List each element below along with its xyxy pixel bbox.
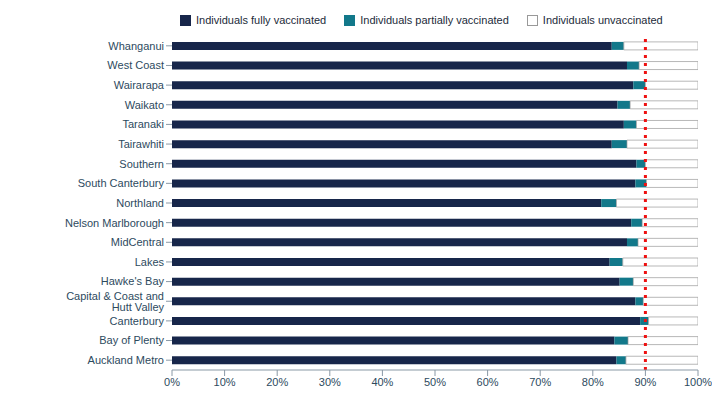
svg-text:South Canterbury: South Canterbury <box>78 177 165 189</box>
svg-text:Bay of Plenty: Bay of Plenty <box>99 334 164 346</box>
svg-text:50%: 50% <box>424 376 446 388</box>
svg-text:Northland: Northland <box>116 197 164 209</box>
svg-text:Hawke's Bay: Hawke's Bay <box>101 275 165 287</box>
html-text:Individuals unvaccinated: Individuals unvaccinated <box>542 14 663 26</box>
svg-text:Taranaki: Taranaki <box>122 118 164 130</box>
svg-text:Canterbury: Canterbury <box>110 315 165 327</box>
svg-text:West Coast: West Coast <box>107 59 164 71</box>
svg-text:60%: 60% <box>477 376 499 388</box>
svg-text:10%: 10% <box>214 376 236 388</box>
svg-text:80%: 80% <box>582 376 604 388</box>
svg-text:100%: 100% <box>684 376 712 388</box>
svg-text:30%: 30% <box>319 376 341 388</box>
svg-text:Southern: Southern <box>119 158 164 170</box>
svg-text:Nelson Marlborough: Nelson Marlborough <box>65 217 164 229</box>
svg-text:40%: 40% <box>371 376 393 388</box>
svg-text:Waikato: Waikato <box>125 99 164 111</box>
svg-text:MidCentral: MidCentral <box>111 236 164 248</box>
svg-text:Lakes: Lakes <box>135 256 165 268</box>
html-text:Individuals partially vaccinat: Individuals partially vaccinated <box>360 14 509 26</box>
html-text:Individuals fully vaccinated: Individuals fully vaccinated <box>196 14 327 26</box>
svg-text:70%: 70% <box>529 376 551 388</box>
svg-text:Capital & Coast andHutt Valley: Capital & Coast andHutt Valley <box>66 290 164 313</box>
svg-text:Whanganui: Whanganui <box>108 40 164 52</box>
svg-text:0%: 0% <box>164 376 180 388</box>
svg-text:Wairarapa: Wairarapa <box>114 79 165 91</box>
svg-text:Auckland Metro: Auckland Metro <box>88 354 164 366</box>
svg-text:20%: 20% <box>266 376 288 388</box>
svg-text:90%: 90% <box>634 376 656 388</box>
svg-text:Tairawhiti: Tairawhiti <box>118 138 164 150</box>
